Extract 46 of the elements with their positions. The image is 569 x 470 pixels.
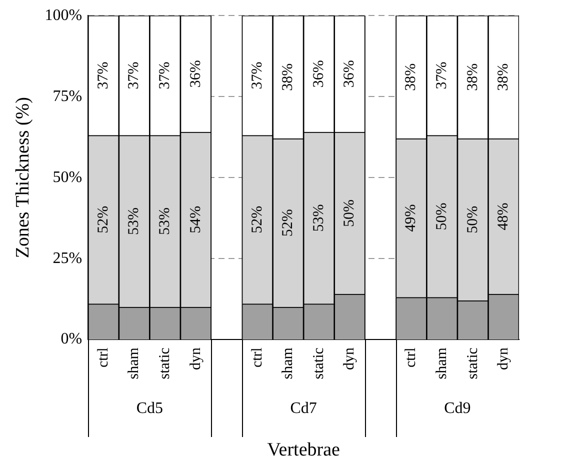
- data-label: 37%: [95, 62, 112, 90]
- data-label: 50%: [342, 199, 358, 227]
- data-label: 49%: [403, 204, 420, 232]
- x-tick-label: sham: [434, 347, 450, 380]
- x-tick-label: dyn: [496, 347, 512, 370]
- y-tick-label: 0%: [60, 330, 82, 348]
- data-label: 53%: [157, 208, 174, 236]
- data-label: 52%: [249, 206, 266, 234]
- data-label: 38%: [403, 63, 420, 91]
- x-tick-label: sham: [126, 347, 142, 380]
- data-label: 37%: [126, 62, 142, 90]
- data-label: 54%: [188, 206, 204, 234]
- data-label: 38%: [280, 63, 296, 91]
- x-tick-label: static: [464, 347, 481, 380]
- data-label: 53%: [310, 204, 327, 232]
- x-tick-label: ctrl: [249, 348, 266, 368]
- y-tick-label: 100%: [44, 6, 82, 24]
- data-label: 53%: [126, 208, 142, 236]
- data-label: 36%: [310, 60, 327, 88]
- x-tick-label: ctrl: [95, 348, 112, 368]
- data-label: 52%: [95, 206, 112, 234]
- data-label: 37%: [157, 62, 174, 90]
- x-tick-label: static: [310, 347, 327, 380]
- data-label: 48%: [496, 202, 512, 230]
- text: Cd7: [290, 400, 317, 418]
- text: Cd5: [136, 400, 164, 418]
- y-tick-label: 25%: [52, 250, 82, 267]
- y-tick-label: 50%: [52, 168, 82, 186]
- x-tick-label: ctrl: [403, 348, 420, 368]
- data-label: 36%: [342, 60, 358, 88]
- x-tick-label: static: [157, 347, 174, 380]
- data-label: 36%: [188, 60, 204, 88]
- data-label: 37%: [434, 62, 450, 90]
- data-label: 50%: [434, 202, 450, 230]
- data-label: 50%: [464, 206, 481, 234]
- data-label: 38%: [496, 63, 512, 91]
- text: Cd9: [444, 400, 471, 418]
- data-label: 52%: [280, 209, 296, 237]
- y-tick-label: 75%: [52, 88, 82, 105]
- data-label: 37%: [249, 62, 266, 90]
- data-label: 38%: [464, 63, 481, 91]
- x-tick-label: dyn: [342, 347, 358, 370]
- x-axis-title: Vertebrae: [267, 440, 340, 461]
- x-tick-label: dyn: [188, 347, 204, 370]
- x-tick-label: sham: [280, 347, 296, 380]
- y-axis-title: Zones Thickness (%): [12, 97, 34, 258]
